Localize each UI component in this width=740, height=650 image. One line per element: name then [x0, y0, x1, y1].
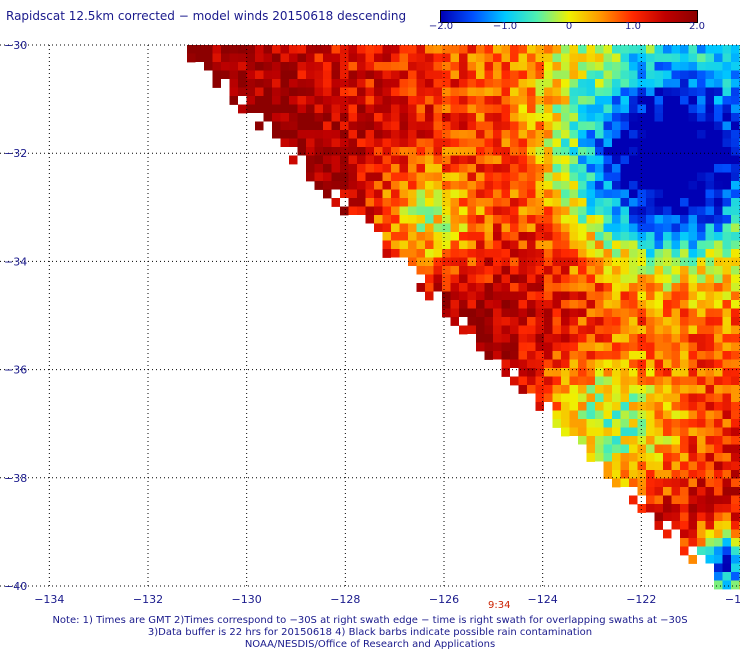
map-title: Rapidscat 12.5km corrected − model winds… [6, 9, 407, 23]
color-scale-tick-label: 1.0 [625, 21, 641, 32]
longitude-tick-label: −130 [232, 593, 262, 606]
latitude-tick-label: −34 [4, 255, 27, 268]
latitude-tick-label: −36 [4, 364, 27, 377]
footnote-line-2: 3)Data buffer is 22 hrs for 20150618 4) … [147, 627, 593, 638]
latitude-tick-label: −30 [4, 39, 27, 52]
longitude-tick-label: −128 [330, 593, 360, 606]
longitude-tick-label: −132 [133, 593, 163, 606]
color-scale-tick-label: −1.0 [492, 21, 518, 32]
latitude-tick-label: −32 [4, 147, 27, 160]
longitude-tick-label: −124 [528, 593, 558, 606]
swath-time-label: 9:34 [488, 600, 511, 611]
wind-difference-swath [178, 45, 740, 590]
color-scale-tick-label: −2.0 [428, 21, 454, 32]
footnote-line-3: NOAA/NESDIS/Office of Research and Appli… [244, 639, 496, 650]
latitude-tick-label: −40 [4, 580, 27, 593]
longitude-tick-label: −122 [626, 593, 656, 606]
longitude-tick-label: −134 [34, 593, 64, 606]
color-scale-tick-label: 2.0 [689, 21, 705, 32]
longitude-tick-label: −126 [429, 593, 459, 606]
footnote-line-1: Note: 1) Times are GMT 2)Times correspon… [52, 615, 688, 626]
color-scale-tick-label: 0 [565, 21, 573, 32]
map-gridlines [0, 44, 740, 587]
longitude-tick-label: −120 [725, 593, 740, 606]
color-scale-bar [440, 10, 698, 23]
latitude-tick-label: −38 [4, 472, 27, 485]
